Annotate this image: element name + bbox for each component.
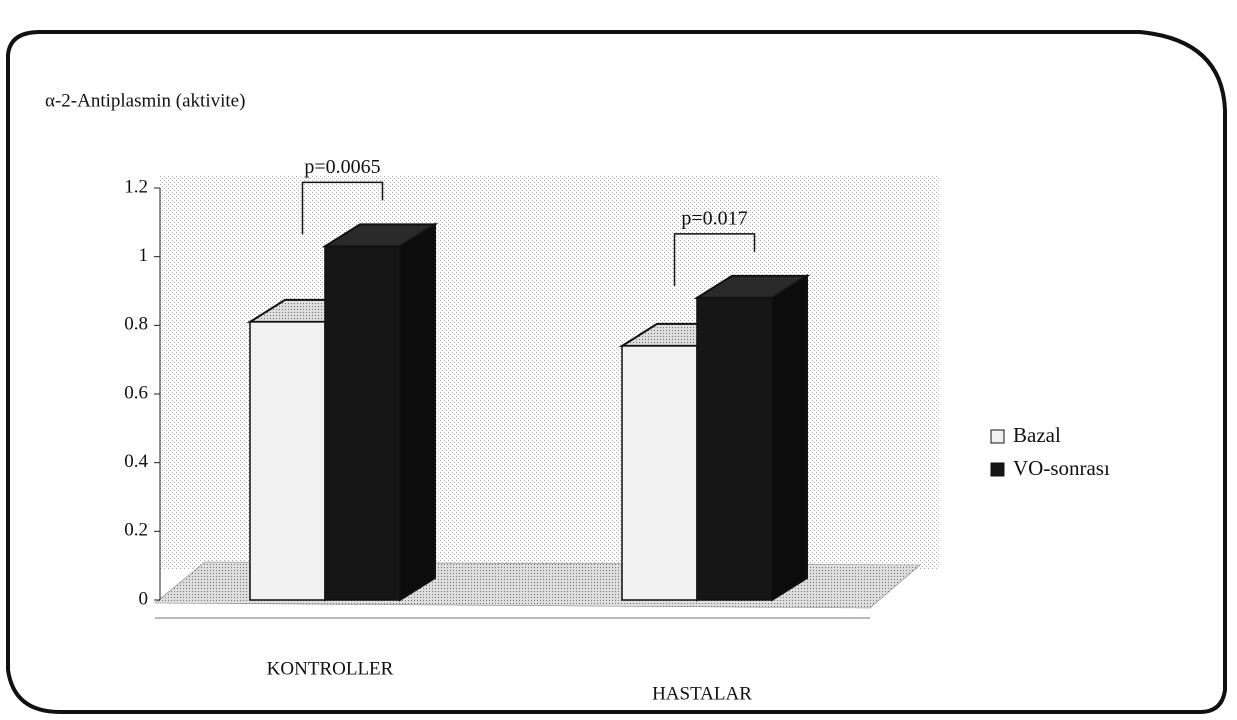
y-tick-label: 0.2 xyxy=(124,520,148,541)
y-tick-label: 0 xyxy=(139,588,149,609)
bar xyxy=(621,345,698,601)
y-tick-label: 1.2 xyxy=(124,176,148,197)
x-tick-label: HASTALAR xyxy=(652,683,752,704)
bar xyxy=(696,297,773,601)
y-tick-label: 0.8 xyxy=(124,314,148,335)
legend-label: VO-sonrası xyxy=(1013,456,1110,480)
legend-label: Bazal xyxy=(1013,423,1061,447)
y-tick-label: 0.4 xyxy=(124,451,148,472)
legend-swatch xyxy=(990,429,1005,444)
bar xyxy=(249,321,326,601)
frame xyxy=(6,30,1227,714)
y-tick-label: 1 xyxy=(139,245,149,266)
bracket xyxy=(673,233,756,286)
bar-side xyxy=(399,222,436,602)
annotation: p=0.0065 xyxy=(304,156,380,178)
x-tick-label: KONTROLLER xyxy=(267,658,394,679)
bar xyxy=(324,245,401,601)
chart-title: α-2-Antiplasmin (aktivite) xyxy=(45,90,245,111)
bracket xyxy=(301,181,384,235)
legend-swatch xyxy=(990,462,1005,477)
bar-side xyxy=(771,274,808,602)
annotation: p=0.017 xyxy=(681,207,747,229)
y-tick-label: 0.6 xyxy=(124,382,148,403)
